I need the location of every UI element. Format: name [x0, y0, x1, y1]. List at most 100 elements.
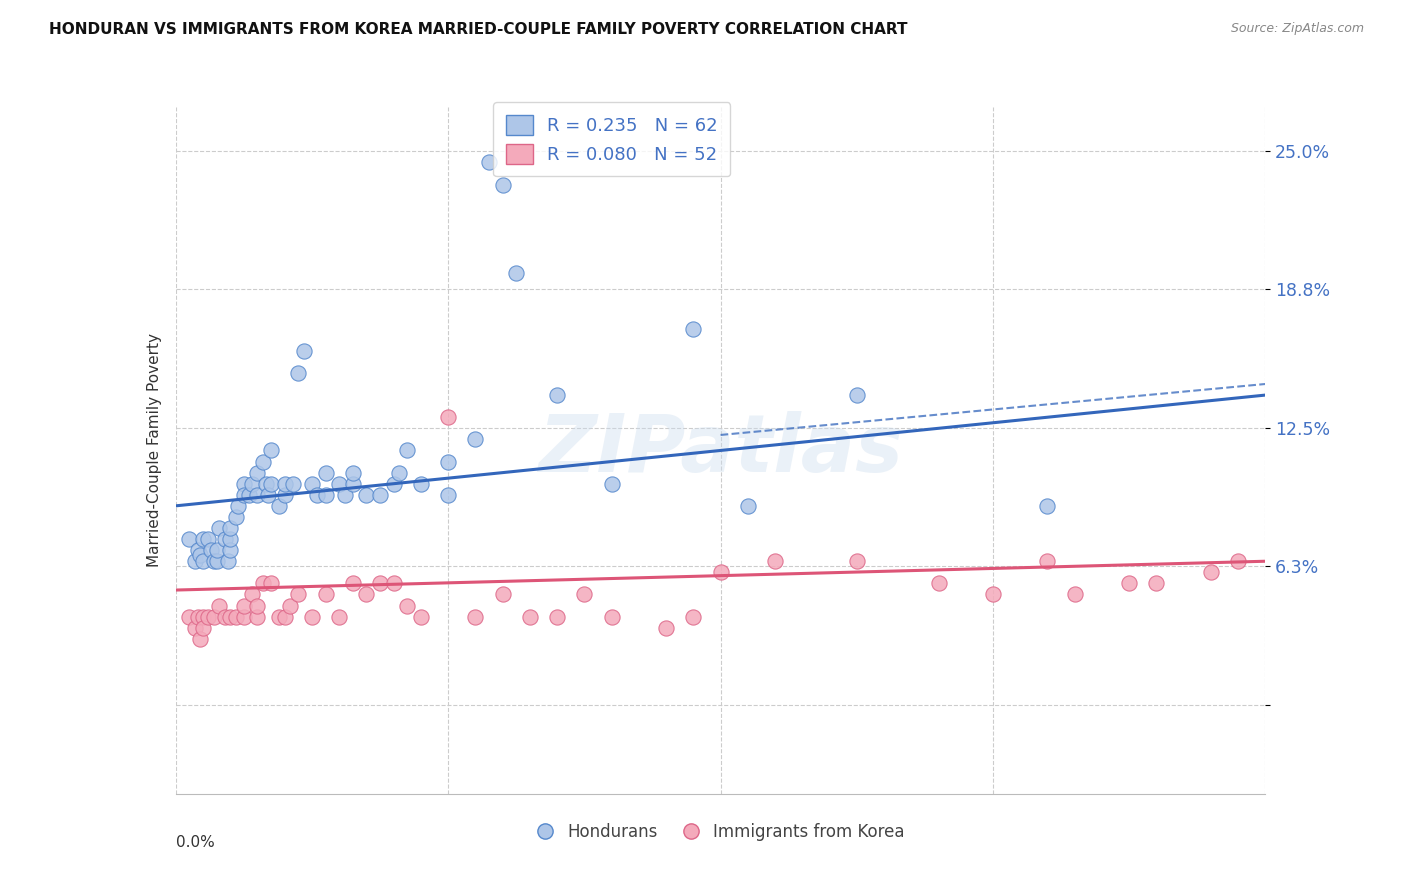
Point — [269, 499, 291, 513]
Point — [179, 532, 201, 546]
Point — [202, 609, 225, 624]
Point — [315, 466, 337, 480]
Point — [214, 609, 236, 624]
Text: Source: ZipAtlas.com: Source: ZipAtlas.com — [1230, 22, 1364, 36]
Point — [188, 548, 211, 562]
Point — [191, 609, 214, 624]
Point — [240, 476, 263, 491]
Point — [260, 576, 283, 591]
Point — [246, 609, 269, 624]
Point — [301, 609, 323, 624]
Text: HONDURAN VS IMMIGRANTS FROM KOREA MARRIED-COUPLE FAMILY POVERTY CORRELATION CHAR: HONDURAN VS IMMIGRANTS FROM KOREA MARRIE… — [49, 22, 908, 37]
Point — [217, 554, 239, 568]
Point — [464, 433, 486, 447]
Point — [1199, 566, 1222, 580]
Point — [274, 476, 297, 491]
Point — [342, 476, 364, 491]
Point — [232, 476, 254, 491]
Point — [219, 521, 242, 535]
Point — [342, 466, 364, 480]
Point — [1227, 554, 1250, 568]
Point — [246, 599, 269, 613]
Point — [315, 587, 337, 601]
Point — [188, 632, 211, 646]
Point — [219, 532, 242, 546]
Point — [546, 609, 568, 624]
Point — [254, 476, 277, 491]
Point — [981, 587, 1004, 601]
Point — [845, 554, 868, 568]
Point — [682, 321, 704, 335]
Point — [238, 488, 260, 502]
Point — [252, 454, 274, 468]
Point — [368, 488, 391, 502]
Point — [315, 488, 337, 502]
Point — [260, 443, 283, 458]
Point — [396, 443, 419, 458]
Point — [396, 599, 419, 613]
Point — [179, 609, 201, 624]
Y-axis label: Married-Couple Family Poverty: Married-Couple Family Poverty — [146, 334, 162, 567]
Point — [437, 454, 460, 468]
Point — [600, 609, 623, 624]
Text: 0.0%: 0.0% — [176, 835, 215, 850]
Legend: Hondurans, Immigrants from Korea: Hondurans, Immigrants from Korea — [530, 816, 911, 847]
Point — [682, 609, 704, 624]
Point — [274, 488, 297, 502]
Point — [655, 621, 678, 635]
Point — [600, 476, 623, 491]
Point — [356, 488, 378, 502]
Point — [1118, 576, 1140, 591]
Point — [232, 609, 254, 624]
Point — [292, 343, 315, 358]
Point — [232, 599, 254, 613]
Point — [219, 609, 242, 624]
Point — [205, 543, 228, 558]
Point — [287, 587, 309, 601]
Point — [763, 554, 786, 568]
Point — [287, 366, 309, 380]
Point — [710, 566, 733, 580]
Point — [228, 499, 250, 513]
Point — [845, 388, 868, 402]
Point — [333, 488, 356, 502]
Point — [437, 410, 460, 425]
Point — [257, 488, 280, 502]
Point — [382, 476, 405, 491]
Point — [202, 554, 225, 568]
Point — [519, 609, 541, 624]
Point — [478, 155, 501, 169]
Point — [246, 488, 269, 502]
Point — [409, 476, 432, 491]
Point — [197, 609, 219, 624]
Point — [191, 532, 214, 546]
Point — [492, 587, 515, 601]
Point — [388, 466, 411, 480]
Point — [205, 554, 228, 568]
Point — [409, 609, 432, 624]
Point — [191, 554, 214, 568]
Point — [1144, 576, 1167, 591]
Point — [184, 554, 207, 568]
Point — [737, 499, 759, 513]
Point — [281, 476, 304, 491]
Point — [269, 609, 291, 624]
Point — [1063, 587, 1085, 601]
Point — [225, 609, 247, 624]
Point — [208, 599, 231, 613]
Point — [278, 599, 301, 613]
Point — [260, 476, 283, 491]
Point — [1036, 499, 1059, 513]
Point — [505, 266, 527, 280]
Point — [368, 576, 391, 591]
Point — [246, 466, 269, 480]
Point — [382, 576, 405, 591]
Point — [574, 587, 596, 601]
Point — [928, 576, 950, 591]
Point — [464, 609, 486, 624]
Point — [214, 532, 236, 546]
Point — [342, 576, 364, 591]
Point — [191, 621, 214, 635]
Point — [546, 388, 568, 402]
Point — [225, 510, 247, 524]
